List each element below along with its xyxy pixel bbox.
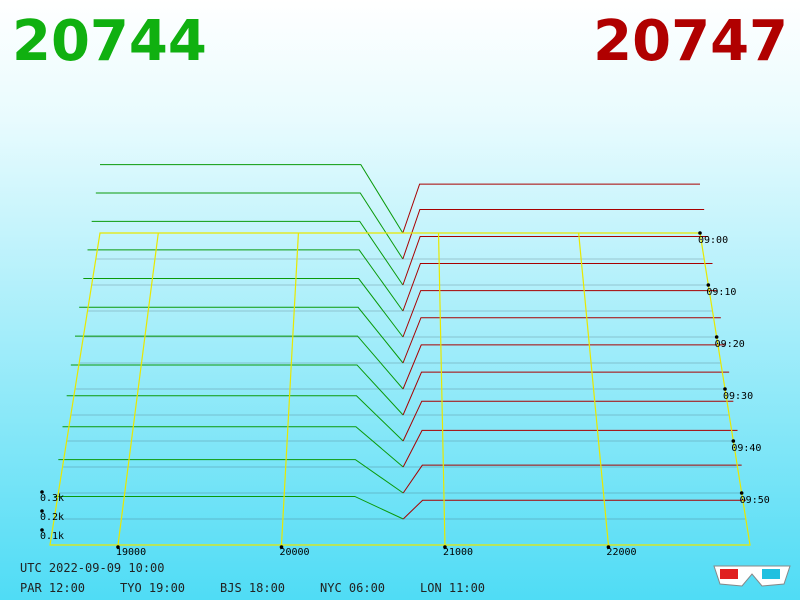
time-tick-label: 09:20 [715,339,745,350]
bid-depth-line [95,192,404,260]
bid-depth-line [91,220,404,286]
glasses-icon [713,565,791,587]
bid-depth-line [66,395,404,442]
y-tick-mark [40,528,44,532]
x-tick-label: 20000 [279,547,309,558]
y-tick-mark [40,509,44,513]
grid-line [437,232,446,546]
ask-depth-line [402,464,742,494]
bid-depth-line [62,426,404,468]
ask-depth-line [402,263,713,312]
y-tick-label: 0.1k [40,531,64,542]
time-tick-mark [698,231,702,235]
ask-depth-line [402,317,721,364]
bid-price: 20744 [12,9,207,74]
tick-mark [116,545,120,549]
time-tick-mark [731,439,736,443]
time-tick-mark [739,491,744,495]
bid-depth-line [79,306,404,364]
time-tick-label: 09:00 [698,235,728,246]
grid-line [117,232,159,546]
y-tick-label: 0.3k [40,493,64,504]
ask-depth-line [402,344,725,390]
ask-depth-line [402,290,717,338]
grid-line [280,232,300,546]
bid-depth-line [83,278,404,338]
time-tick-mark [723,387,727,391]
tick-mark [606,545,611,549]
utc-time: UTC 2022-09-09 10:00 [20,561,165,575]
bid-depth-line [54,495,404,520]
ask-depth-line [402,371,730,416]
bid-depth-line [75,335,404,390]
grid-line [578,232,610,546]
bid-depth-line [70,364,404,416]
time-tick-mark [706,283,711,287]
time-tick-label: 09:50 [740,495,770,506]
bid-depth-line [58,459,404,494]
bid-depth-line [87,249,404,312]
tick-mark [279,545,284,549]
ask-price: 20747 [593,9,788,74]
ask-depth-line [402,429,738,468]
city-time: LON 11:00 [420,581,485,595]
y-tick-label: 0.2k [40,512,64,523]
city-time: TYO 19:00 [120,581,185,595]
city-time: PAR 12:00 [20,581,85,595]
tick-mark [443,545,447,549]
ask-depth-line [402,235,709,286]
x-tick-label: 19000 [116,547,146,558]
y-tick-mark [40,490,44,494]
ask-depth-line [402,499,746,520]
time-tick-label: 09:10 [706,287,736,298]
city-time: NYC 06:00 [320,581,385,595]
time-tick-mark [714,335,719,339]
x-tick-label: 22000 [606,547,636,558]
x-tick-label: 21000 [443,547,473,558]
time-tick-label: 09:30 [723,391,753,402]
ask-depth-line [402,183,700,234]
bid-depth-line [100,164,404,234]
ask-depth-line [402,400,734,442]
city-time: BJS 18:00 [220,581,285,595]
ask-depth-line [402,208,705,260]
time-tick-label: 09:40 [731,443,761,454]
